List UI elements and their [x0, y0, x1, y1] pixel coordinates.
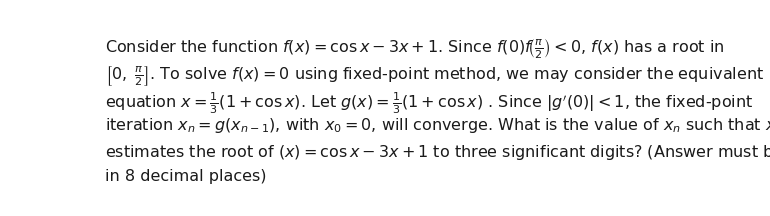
- Text: estimates the root of $(x) = \cos x - 3x + 1$ to three significant digits? (Answ: estimates the root of $(x) = \cos x - 3x…: [105, 143, 770, 162]
- Text: equation $x = \frac{1}{3}(1 + \cos x)$. Let $g(x) = \frac{1}{3}(1 + \cos x)$ . S: equation $x = \frac{1}{3}(1 + \cos x)$. …: [105, 90, 754, 116]
- Text: $\left[0,\ \frac{\pi}{2}\right]$. To solve $f(x) = 0$ using fixed-point method, : $\left[0,\ \frac{\pi}{2}\right]$. To sol…: [105, 64, 765, 88]
- Text: iteration $x_n = g(x_{n-1})$, with $x_0 = 0$, will converge. What is the value o: iteration $x_n = g(x_{n-1})$, with $x_0 …: [105, 116, 770, 135]
- Text: in 8 decimal places): in 8 decimal places): [105, 169, 266, 184]
- Text: Consider the function $f(x) = \cos x - 3x + 1$. Since $f(0)f\!\left(\frac{\pi}{2: Consider the function $f(x) = \cos x - 3…: [105, 38, 725, 61]
